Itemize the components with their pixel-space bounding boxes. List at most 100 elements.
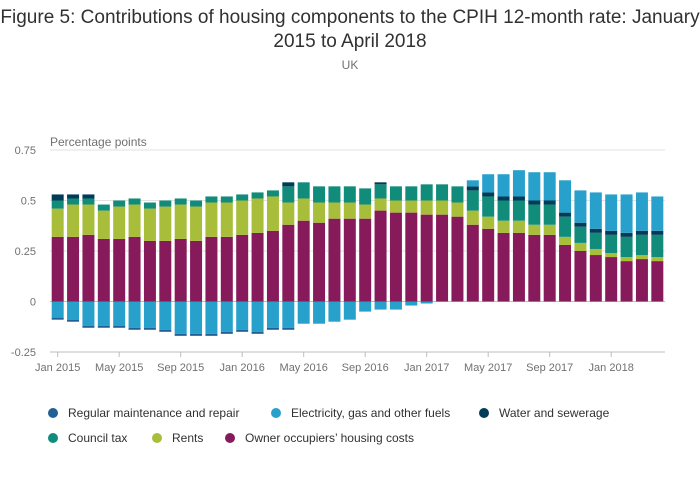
bar-segment (651, 196, 664, 231)
bar-segment (605, 253, 618, 258)
bar-segment (589, 248, 602, 256)
bar-segment (159, 301, 172, 330)
bar-segment (236, 194, 249, 201)
bar-segment (451, 216, 464, 302)
x-tick-label: Jan 2017 (404, 362, 449, 374)
x-tick-label: Sep 2015 (157, 362, 204, 374)
legend-label: Regular maintenance and repair (68, 406, 240, 420)
bar-segment (266, 190, 279, 197)
bar-segment (589, 232, 602, 249)
bar-segment (389, 301, 402, 310)
bar-segment (143, 202, 156, 209)
bar-segment (282, 327, 295, 330)
bar-segment (236, 234, 249, 302)
bar-segment (113, 301, 126, 326)
x-tick-labels: Jan 2015 May 2015 Sep 2015 Jan 2016 May 2016… (35, 352, 634, 374)
bar-segment (420, 200, 433, 215)
legend-item-owner-occupiers[interactable]: Owner occupiers’ housing costs (225, 431, 414, 445)
bar-segment (389, 212, 402, 302)
bar-segment (466, 224, 479, 302)
bar-segment (251, 331, 264, 334)
bar-segment (635, 259, 648, 302)
bar-segment (190, 301, 203, 334)
bar-segment (174, 301, 187, 334)
bar-segment (159, 200, 172, 207)
legend-item-regular-maintenance[interactable]: Regular maintenance and repair (48, 406, 239, 420)
bar-segment (651, 230, 664, 235)
bar-segment (620, 236, 633, 258)
bar-segment (559, 212, 572, 217)
bar-segment (482, 174, 495, 193)
bar-segment (190, 333, 203, 336)
bar-segment (251, 232, 264, 302)
bar-segment (67, 319, 80, 322)
bar-segment (82, 301, 95, 326)
bar-segment (405, 301, 418, 306)
bar-segment (128, 236, 141, 302)
legend-row: Regular maintenance and repair Electrici… (48, 406, 688, 431)
bar-segment (220, 331, 233, 334)
bar-segment (559, 216, 572, 237)
bar-segment (651, 257, 664, 262)
stacked-bar-chart: Percentage points 0.75 0.5 0.25 0 -0.25 Jan … (11, 135, 665, 374)
legend: Regular maintenance and repair Electrici… (48, 406, 688, 456)
bar-segment (436, 214, 449, 302)
bar-segment (359, 188, 372, 205)
bar-segment (159, 329, 172, 332)
bar-segment (205, 202, 218, 237)
bar-segment (251, 192, 264, 199)
legend-label: Owner occupiers’ housing costs (245, 431, 414, 445)
bar-segment (482, 196, 495, 217)
bar-segment (543, 234, 556, 302)
x-tick-label: Sep 2016 (342, 362, 389, 374)
x-tick-label: Jan 2016 (220, 362, 265, 374)
bar-segment (620, 261, 633, 302)
bar-segment (82, 234, 95, 302)
bar-segment (512, 232, 525, 302)
bar-segment (343, 186, 356, 203)
bar-segment (605, 230, 618, 235)
bar-segment (251, 301, 264, 332)
x-tick-label: Jan 2015 (35, 362, 80, 374)
bar-segment (436, 200, 449, 215)
bar-segment (620, 232, 633, 237)
bar-segment (113, 200, 126, 207)
bar-segment (51, 194, 64, 201)
bar-segment (313, 186, 326, 203)
bar-segment (67, 198, 80, 205)
bar-segment (528, 172, 541, 201)
chart-title: Figure 5: Contributions of housing compo… (0, 7, 700, 52)
legend-item-rents[interactable]: Rents (152, 431, 203, 445)
bar-segment (297, 301, 310, 324)
bar-segment (497, 232, 510, 302)
legend-row: Council tax Rents Owner occupiers’ housi… (48, 431, 688, 456)
bar-segment (143, 240, 156, 302)
bar-segment (482, 228, 495, 302)
gridlines (50, 149, 665, 353)
bar-segment (528, 200, 541, 205)
bar-segment (67, 204, 80, 237)
legend-swatch-icon (271, 408, 281, 418)
bar-segment (343, 202, 356, 219)
bar-segment (190, 200, 203, 207)
bar-segment (497, 220, 510, 233)
legend-item-water-sewerage[interactable]: Water and sewerage (479, 406, 609, 420)
legend-item-electricity-gas[interactable]: Electricity, gas and other fuels (271, 406, 450, 420)
legend-swatch-icon (48, 433, 58, 443)
bar-segment (405, 200, 418, 213)
bar-segment (635, 230, 648, 235)
legend-item-council-tax[interactable]: Council tax (48, 431, 127, 445)
bar-segment (466, 190, 479, 211)
bar-segment (67, 301, 80, 320)
bar-segment (97, 238, 110, 302)
bar-segment (220, 202, 233, 237)
legend-label: Council tax (68, 431, 128, 445)
bar-segment (220, 196, 233, 203)
legend-label: Electricity, gas and other fuels (291, 406, 451, 420)
bar-segment (297, 182, 310, 199)
bar-segment (51, 200, 64, 209)
bar-segment (635, 234, 648, 256)
bar-segment (174, 198, 187, 205)
chart-subtitle: UK (341, 58, 359, 72)
x-tick-label: May 2015 (95, 362, 143, 374)
